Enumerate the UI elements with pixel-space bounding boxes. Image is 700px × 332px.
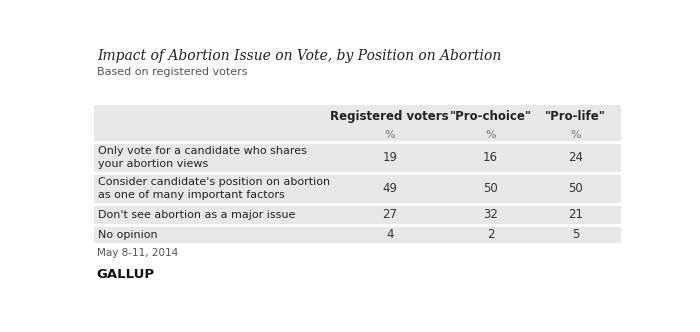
Text: No opinion: No opinion bbox=[98, 230, 158, 240]
Text: May 8-11, 2014: May 8-11, 2014 bbox=[97, 248, 178, 258]
Text: %: % bbox=[485, 129, 496, 139]
Text: Consider candidate's position on abortion
as one of many important factors: Consider candidate's position on abortio… bbox=[98, 177, 330, 200]
Text: "Pro-life": "Pro-life" bbox=[545, 110, 606, 123]
Text: Registered voters: Registered voters bbox=[330, 110, 449, 123]
Text: 50: 50 bbox=[483, 182, 498, 195]
Text: 2: 2 bbox=[486, 228, 494, 241]
Text: 32: 32 bbox=[483, 208, 498, 221]
Text: %: % bbox=[570, 129, 581, 139]
Text: "Pro-choice": "Pro-choice" bbox=[449, 110, 531, 123]
Text: 5: 5 bbox=[572, 228, 580, 241]
Text: 27: 27 bbox=[382, 208, 398, 221]
Text: 21: 21 bbox=[568, 208, 583, 221]
Text: 4: 4 bbox=[386, 228, 393, 241]
Text: 49: 49 bbox=[382, 182, 398, 195]
Text: 24: 24 bbox=[568, 151, 583, 164]
Bar bbox=[94, 105, 621, 244]
Text: 50: 50 bbox=[568, 182, 583, 195]
Text: GALLUP: GALLUP bbox=[97, 268, 155, 281]
Text: %: % bbox=[384, 129, 395, 139]
Text: Only vote for a candidate who shares
your abortion views: Only vote for a candidate who shares you… bbox=[98, 146, 307, 169]
Text: 19: 19 bbox=[382, 151, 398, 164]
Text: Impact of Abortion Issue on Vote, by Position on Abortion: Impact of Abortion Issue on Vote, by Pos… bbox=[97, 49, 501, 63]
Text: Based on registered voters: Based on registered voters bbox=[97, 67, 247, 77]
Text: Don't see abortion as a major issue: Don't see abortion as a major issue bbox=[98, 209, 295, 220]
Text: 16: 16 bbox=[483, 151, 498, 164]
